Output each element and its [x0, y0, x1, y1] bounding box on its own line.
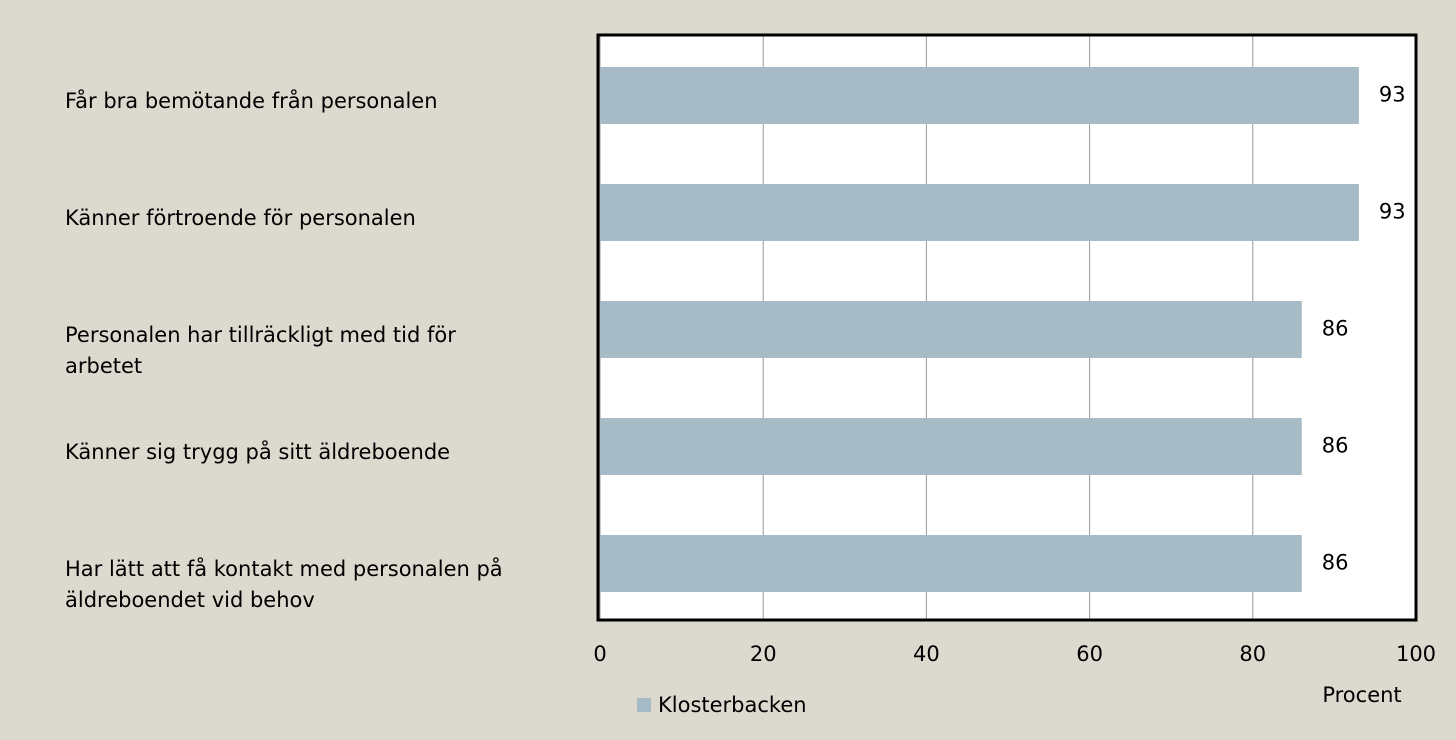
y-tick-label: Personalen har tillräckligt med tid för … — [65, 323, 456, 378]
x-tick-label: 0 — [593, 642, 606, 666]
y-tick-label: Har lätt att få kontakt med personalen p… — [65, 557, 503, 612]
value-label: 93 — [1379, 83, 1406, 107]
bar — [600, 301, 1302, 358]
value-label: 86 — [1322, 551, 1349, 575]
x-axis-title: Procent — [1322, 683, 1401, 707]
y-tick-label: Känner sig trygg på sitt äldreboende — [65, 440, 451, 464]
x-tick-label: 100 — [1396, 642, 1436, 666]
bar — [600, 535, 1302, 592]
y-tick-label: Känner förtroende för personalen — [65, 206, 416, 230]
x-tick-label: 60 — [1076, 642, 1103, 666]
x-tick-label: 40 — [913, 642, 940, 666]
bar — [600, 67, 1359, 124]
value-label: 86 — [1322, 317, 1349, 341]
value-label: 86 — [1322, 434, 1349, 458]
bar — [600, 184, 1359, 241]
x-tick-label: 20 — [750, 642, 777, 666]
legend-swatch — [637, 698, 651, 712]
value-label: 93 — [1379, 200, 1406, 224]
plot-border — [596, 33, 1418, 622]
legend-label: Klosterbacken — [658, 693, 807, 717]
x-tick-label: 80 — [1239, 642, 1266, 666]
y-tick-label: Får bra bemötande från personalen — [65, 89, 438, 113]
bar — [600, 418, 1302, 475]
